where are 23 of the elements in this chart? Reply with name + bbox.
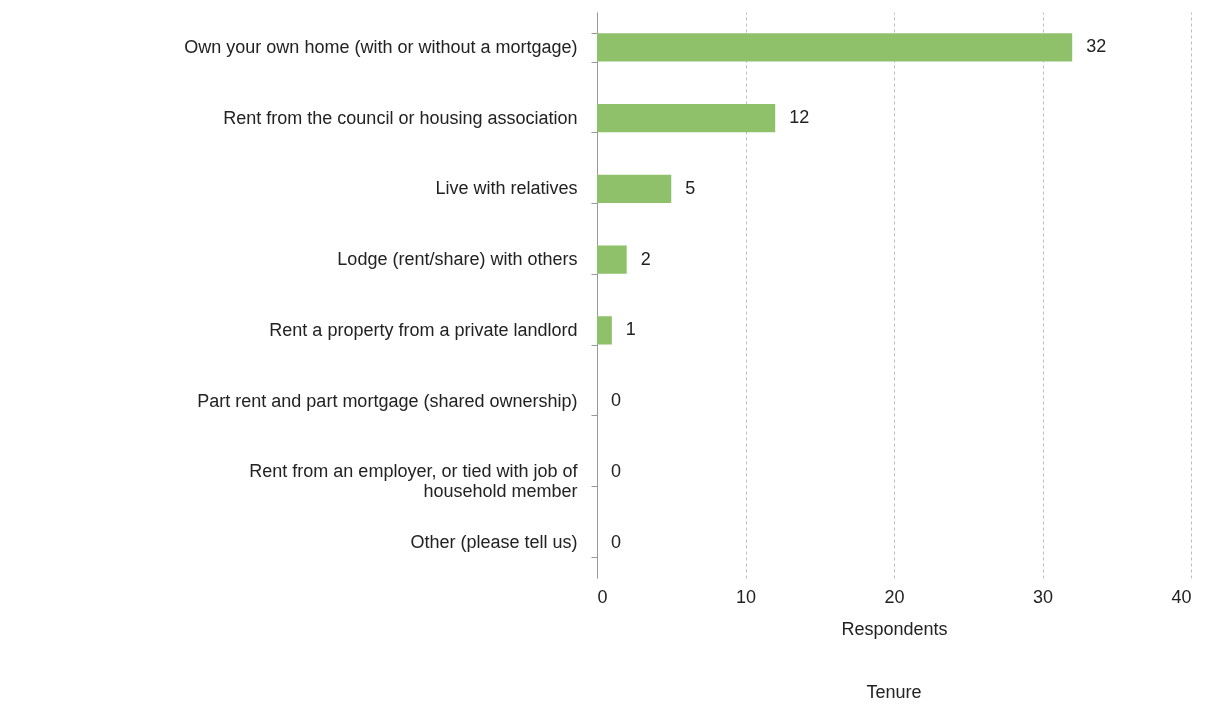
- y-tick-label: Live with relatives: [435, 178, 578, 199]
- x-tick-label: 30: [1032, 586, 1054, 607]
- text: Tenure: [866, 682, 922, 702]
- data-label: 32: [1086, 36, 1107, 57]
- y-tick-label: Rent from an employer, or tied with job of household member: [249, 461, 579, 502]
- data-label: 0: [611, 390, 622, 411]
- y-tick-label: Lodge (rent/share) with others: [337, 249, 578, 270]
- y-tick-label: Part rent and part mortgage (shared ownership): [197, 390, 578, 411]
- y-tick-label: Other (please tell us): [410, 532, 578, 553]
- x-tick-label: 20: [884, 586, 905, 607]
- data-label: 0: [611, 460, 622, 481]
- data-label: 12: [789, 107, 810, 128]
- data-label: 5: [685, 177, 696, 198]
- y-tick-label: Own your own home (with or without a mortgage): [184, 36, 578, 57]
- data-label: 2: [640, 248, 651, 269]
- data-label: 1: [625, 319, 636, 340]
- y-tick-label: Rent a property from a private landlord: [269, 319, 578, 340]
- x-tick-label: 40: [1171, 586, 1192, 607]
- x-axis-title: Respondents: [841, 618, 948, 639]
- x-tick-label: 0: [597, 586, 608, 607]
- data-label: 0: [611, 531, 622, 552]
- x-tick-label: 10: [735, 586, 757, 607]
- y-tick-label: Rent from the council or housing association: [223, 107, 578, 128]
